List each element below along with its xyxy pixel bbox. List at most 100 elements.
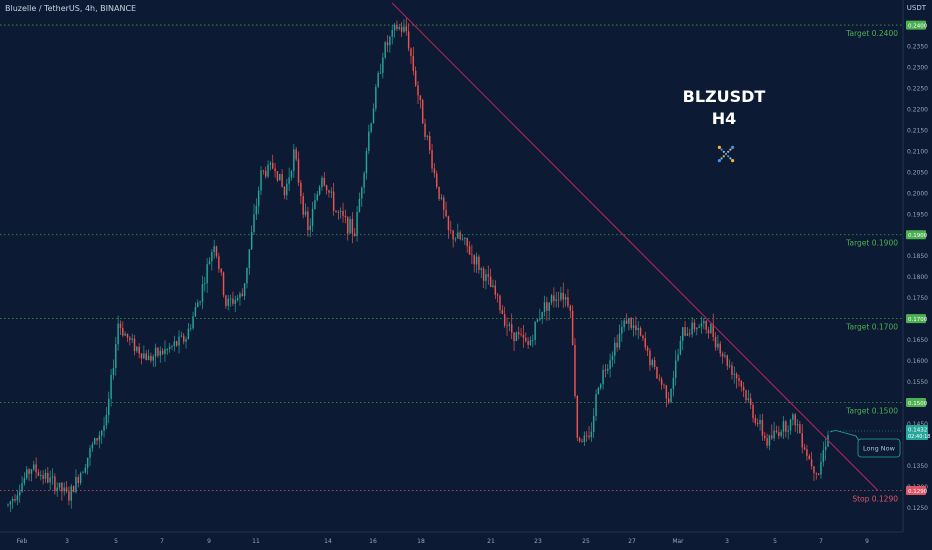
candle-body [771, 435, 773, 439]
time-axis-label: 7 [160, 538, 164, 545]
candle-body [288, 177, 290, 184]
candle-body [262, 170, 265, 172]
candle-body [424, 123, 426, 137]
candle-body [789, 419, 792, 431]
candle-body [679, 340, 682, 355]
candle-body [108, 398, 110, 415]
candle-body [211, 252, 213, 262]
candle-body [40, 475, 42, 476]
price-axis-label: 0.1450 [907, 421, 928, 428]
candle-body [588, 435, 590, 438]
candle-body [567, 297, 569, 306]
price-axis-label: 0.1350 [907, 463, 928, 470]
price-axis-label: 0.1250 [907, 505, 928, 512]
candle-body [426, 135, 429, 137]
candle-body [82, 472, 84, 474]
candle-body [686, 333, 689, 336]
candle-body [515, 332, 518, 342]
candle-body [717, 343, 719, 348]
candle-body [656, 366, 658, 379]
candle-body [63, 487, 65, 492]
candle-body [667, 398, 670, 403]
candle-body [361, 187, 363, 199]
candle-body [304, 211, 307, 215]
candle-body [218, 256, 220, 269]
candle-body [314, 200, 316, 210]
candle-body [480, 268, 482, 270]
current-price-tag [906, 425, 928, 440]
candle-body [724, 355, 726, 357]
candle-body [159, 350, 162, 356]
level-price-tag-text: 0.1700 [908, 317, 928, 323]
candle-body [161, 350, 164, 355]
candle-body [754, 418, 757, 424]
candle-body [246, 267, 248, 284]
candle-body [553, 295, 555, 302]
candle-body [44, 472, 47, 479]
candle-body [728, 365, 731, 367]
candle-body [403, 26, 405, 32]
candle-body [293, 149, 295, 171]
candle-body [323, 177, 326, 186]
candle-body [824, 446, 827, 451]
candle-body [65, 487, 68, 492]
candle-body [431, 150, 433, 169]
candle-body [133, 338, 136, 352]
price-axis-label: 0.2050 [907, 169, 928, 176]
candle-body [105, 414, 108, 426]
candle-body [325, 185, 328, 191]
symbol-header[interactable]: Bluzelle / TetherUS, 4h, BINANCE [5, 4, 137, 13]
candle-body [391, 30, 393, 37]
candle-body [457, 232, 459, 239]
candle-body [342, 211, 344, 216]
candle-body [138, 346, 140, 354]
candle-body [670, 388, 672, 403]
candle-body [208, 261, 211, 265]
candle-body [332, 191, 335, 211]
candle-body [225, 295, 227, 306]
candle-body [764, 435, 766, 439]
candle-body [822, 450, 825, 462]
candle-body [302, 196, 304, 215]
candle-body [129, 337, 131, 340]
level-price-tag [906, 397, 926, 407]
candle-body [803, 447, 806, 450]
candle-body [286, 183, 288, 196]
candle-body [414, 70, 417, 86]
time-axis-label: 16 [369, 538, 377, 545]
price-axis-label: 0.2300 [907, 65, 928, 72]
candle-body [86, 457, 89, 468]
candle-body [759, 419, 761, 425]
candle-body [250, 232, 253, 250]
candle-body [47, 472, 49, 483]
level-price-tag-text: 0.2400 [908, 24, 928, 30]
price-axis-panel [903, 0, 932, 550]
candle-body [663, 384, 665, 386]
candle-body [117, 323, 119, 345]
candle-body [438, 186, 440, 199]
candle-body [428, 135, 431, 151]
candle-body [672, 377, 675, 389]
candle-body [75, 476, 77, 493]
candle-body [152, 356, 154, 361]
candle-body [689, 333, 691, 335]
candle-body [386, 42, 389, 46]
candle-body [693, 322, 696, 330]
candle-body [525, 337, 527, 342]
candle-body [412, 55, 415, 71]
candle-body [269, 162, 272, 165]
currency-label[interactable]: USDT [906, 4, 926, 12]
candle-body [546, 302, 548, 311]
candle-body [625, 320, 628, 324]
candle-body [42, 475, 44, 479]
candle-body [377, 73, 379, 87]
candle-body [58, 482, 61, 488]
candle-body [487, 274, 490, 277]
candle-body [468, 246, 471, 255]
candle-body [787, 430, 789, 432]
candle-body [595, 394, 597, 416]
candle-body [478, 256, 480, 270]
candle-body [164, 349, 166, 355]
